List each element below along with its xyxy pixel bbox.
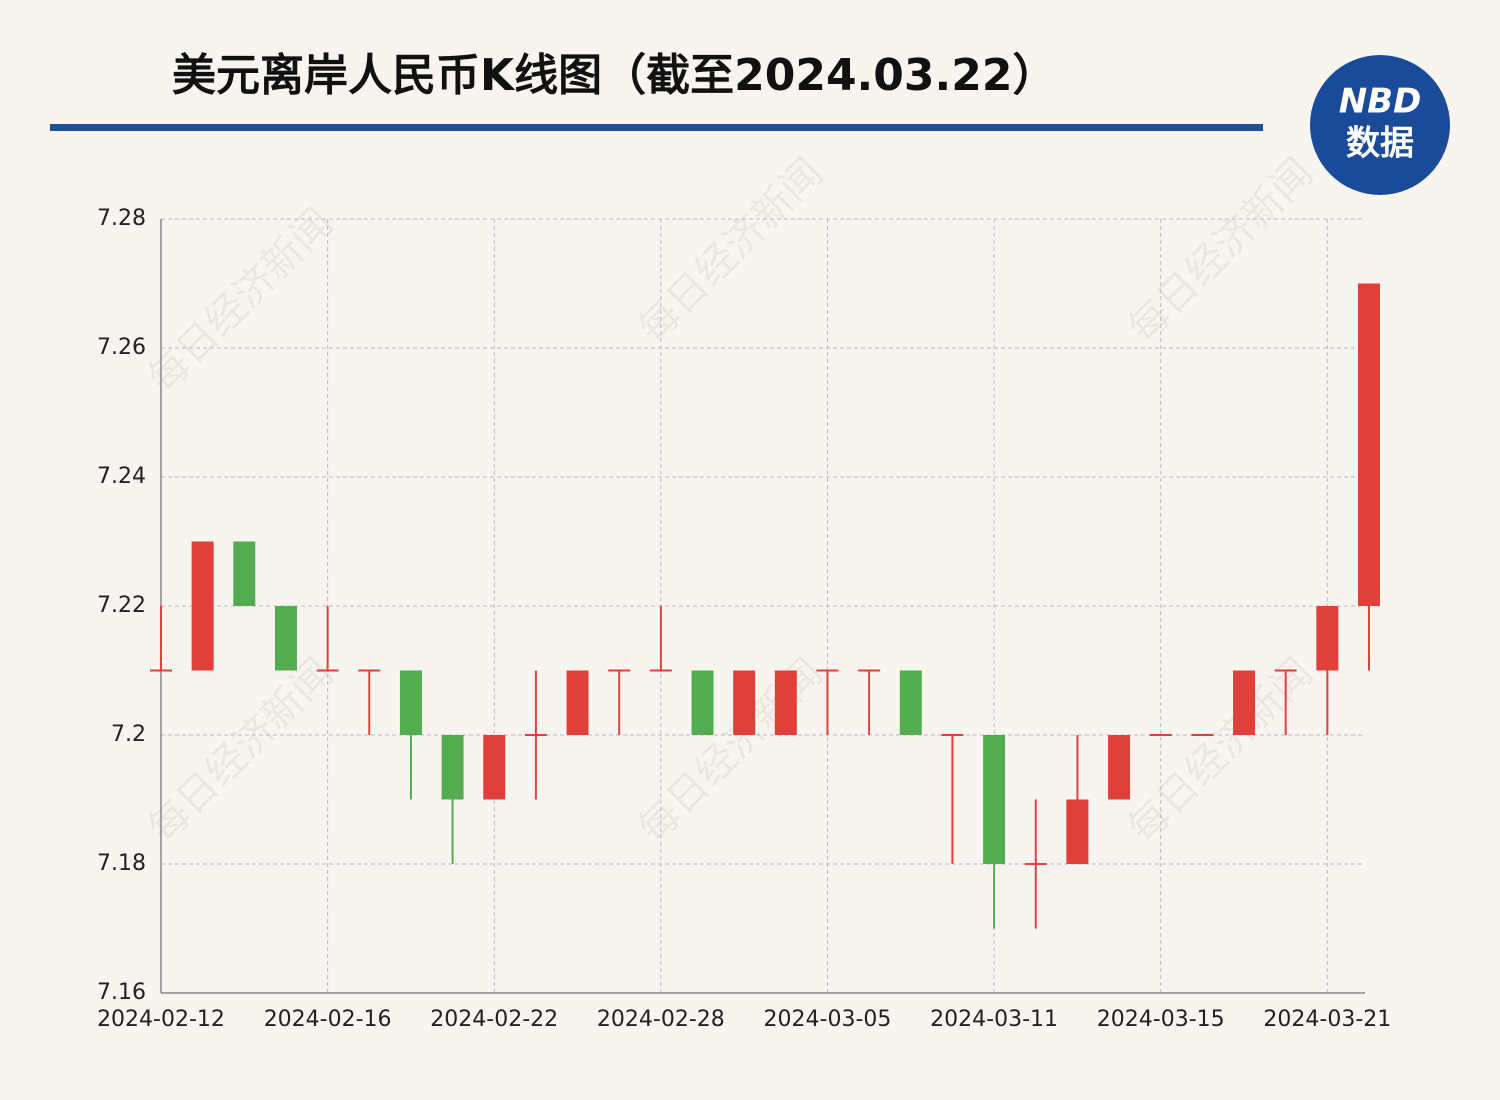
y-tick-label: 7.26 [97,335,146,360]
candle-body [1191,734,1214,736]
candle-body [524,734,547,736]
candle-body [691,670,714,735]
y-tick-label: 7.24 [97,464,146,489]
logo-text: NBD [1339,82,1422,122]
chart-title: 美元离岸人民币K线图（截至2024.03.22） [172,50,1056,101]
candle-body [483,735,506,800]
y-tick-label: 7.18 [97,851,146,876]
candle-body [733,670,756,735]
title-bar [50,124,1263,131]
y-tick-label: 7.22 [97,593,146,618]
y-tick-label: 7.28 [97,206,146,231]
x-tick-label: 2024-03-05 [764,1007,892,1032]
candle-body [858,669,881,672]
candle-body [1358,283,1380,606]
candle-body [941,734,964,736]
candle-body [1233,670,1256,735]
candle-body [150,669,172,672]
candle-body [774,670,797,735]
candle-body [899,670,922,735]
logo-text: 数据 [1346,124,1414,164]
candle-body [983,735,1006,864]
candle-body [274,606,297,671]
candle-body [1274,669,1297,672]
candle-body [316,669,339,672]
candle-body [441,735,464,800]
candle-body [191,541,214,671]
candle-body [1316,606,1339,671]
x-tick-label: 2024-02-22 [430,1007,558,1032]
y-tick-label: 7.2 [111,722,146,747]
y-tick-label: 7.16 [97,980,146,1005]
candle-body [816,669,839,672]
plot: 7.16 7.18 7.2 7.22 7.24 7.26 7.28 2024-02-12 202… [97,206,1391,1032]
x-tick-label: 2024-02-12 [97,1007,225,1032]
candle-body [358,669,381,672]
candle-body [1108,735,1131,800]
candle-body [233,541,256,606]
candle-body [1024,863,1047,865]
candle-body [1149,734,1172,736]
logo-badge [1310,55,1450,195]
candle-body [649,669,672,672]
x-tick-label: 2024-02-28 [597,1007,725,1032]
candle-body [608,669,631,672]
x-tick-label: 2024-03-21 [1263,1007,1391,1032]
x-tick-label: 2024-03-11 [930,1007,1058,1032]
candle-body [399,670,422,735]
x-tick-label: 2024-03-15 [1097,1007,1225,1032]
candle-body [1066,799,1089,864]
candle-body [566,670,589,735]
x-tick-label: 2024-02-16 [264,1007,392,1032]
